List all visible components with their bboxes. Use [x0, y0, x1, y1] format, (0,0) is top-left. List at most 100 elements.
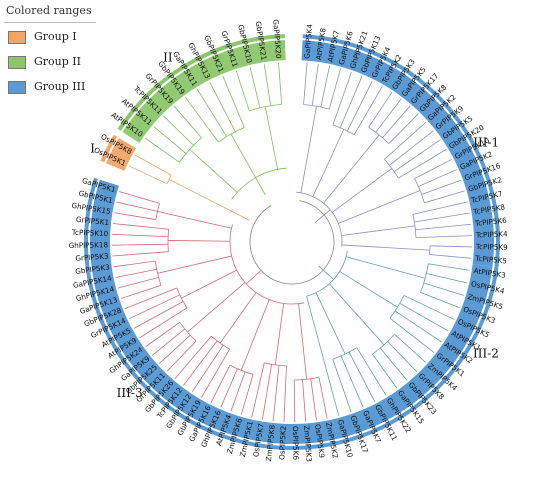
leaf-branch — [328, 68, 341, 110]
internal-branch — [202, 282, 246, 320]
cluster-branch — [401, 190, 421, 199]
leaf-branch — [327, 375, 340, 416]
ring-arc-group-III-1 — [302, 34, 500, 268]
leaf-branch — [112, 233, 169, 238]
group-stem — [231, 210, 250, 221]
cluster-branch — [189, 149, 205, 164]
leaf-branch — [368, 92, 393, 128]
leaf-label: TcPIP5K5 — [474, 254, 507, 266]
leaf-branch — [222, 75, 245, 128]
ring-arc-group-III-2 — [337, 266, 499, 445]
range-band-group-III-2 — [332, 264, 493, 439]
leaf-branch — [375, 98, 402, 133]
internal-branch — [204, 162, 238, 193]
group-arc — [229, 224, 305, 305]
internal-branch — [199, 269, 237, 290]
group-stem — [255, 177, 266, 196]
leaf-branch — [348, 351, 376, 402]
leaf-label: GaPIP5K4 — [302, 23, 314, 59]
leaf-branch — [339, 76, 363, 128]
leaf-label: GrPIP5K3 — [75, 251, 109, 263]
leaf-label: TcPIP5K4 — [475, 229, 508, 239]
leaf-branch — [429, 245, 472, 248]
leaf-branch — [372, 353, 398, 389]
leaf-branch — [353, 86, 383, 135]
leaf-branch — [394, 334, 427, 363]
cluster-branch — [336, 335, 346, 355]
leaf-label: OsPIP5K6 — [291, 426, 301, 461]
leaf-branch — [272, 365, 280, 422]
legend-swatch-group-2 — [8, 56, 26, 69]
cluster-branch — [375, 168, 393, 181]
leaf-branch — [414, 212, 470, 223]
internal-branch — [345, 256, 406, 274]
leaf-branch — [389, 130, 434, 166]
leaf-branch — [196, 88, 228, 137]
leaf-branch — [423, 282, 464, 296]
legend-divider — [4, 22, 96, 23]
leaf-branch — [128, 165, 168, 185]
cluster-branch — [157, 268, 178, 274]
cluster-arc — [264, 362, 287, 367]
leaf-branch — [394, 310, 442, 343]
cluster-arc — [372, 334, 395, 355]
leaf-branch — [117, 276, 159, 289]
internal-branch — [176, 255, 232, 270]
legend-label-group-3: Group III — [34, 80, 86, 93]
ring-arc-group-I — [100, 134, 118, 163]
leaf-branch — [302, 379, 307, 422]
cluster-branch — [304, 359, 308, 380]
cluster-branch — [181, 288, 200, 299]
legend-label-group-1: Group I — [34, 30, 77, 43]
leaf-branch — [393, 139, 441, 172]
leaf-branch — [340, 355, 364, 408]
leaf-branch — [384, 121, 427, 160]
leaf-branch — [151, 328, 186, 356]
internal-branch — [298, 303, 305, 360]
legend-entry-group-2: Group II — [8, 55, 98, 71]
leaf-branch — [283, 365, 287, 422]
leaf-branch — [293, 379, 296, 422]
cluster-branch — [168, 178, 188, 189]
internal-branch — [339, 271, 381, 297]
leaf-branch — [115, 268, 157, 278]
leaf-branch — [240, 374, 254, 415]
internal-branch — [240, 151, 256, 178]
internal-branch — [231, 292, 257, 328]
leaf-branch — [426, 273, 468, 284]
cluster-branch — [312, 106, 317, 126]
leaf-branch — [388, 113, 419, 144]
leaf-branch — [332, 358, 352, 413]
leaf-branch — [191, 344, 224, 393]
leaf-branch — [112, 243, 169, 246]
leaf-branch — [429, 254, 472, 259]
cluster-arc — [429, 245, 431, 255]
leaf-branch — [428, 263, 470, 271]
leaf-branch — [113, 260, 156, 268]
legend-swatch-group-3 — [8, 81, 26, 94]
leaf-branch — [389, 317, 435, 353]
leaf-branch — [134, 154, 172, 176]
cluster-branch — [264, 106, 270, 127]
leaf-branch — [420, 292, 460, 309]
leaf-branch — [235, 70, 250, 111]
outer-ring-arcs — [84, 34, 500, 450]
leaf-label: TcPIP5K10 — [71, 228, 109, 239]
legend-entry-group-3: Group III — [8, 80, 98, 96]
leaf-branch — [263, 64, 272, 106]
internal-branch — [338, 197, 402, 224]
leaf-branch — [421, 179, 462, 195]
leaf-branch — [398, 149, 447, 179]
cluster-arc — [303, 104, 330, 110]
internal-branch — [341, 228, 396, 236]
leaf-branch — [144, 137, 180, 163]
leaf-branch — [139, 307, 188, 339]
group-label-I: I — [90, 142, 95, 156]
cluster-arc — [249, 103, 282, 112]
legend: Colored ranges Group I Group II Group II… — [0, 0, 100, 105]
leaf-branch — [145, 321, 181, 348]
range-band-group-III-3 — [90, 179, 338, 445]
group-label-III-2: III-2 — [473, 347, 499, 361]
leaf-branch — [303, 62, 308, 105]
